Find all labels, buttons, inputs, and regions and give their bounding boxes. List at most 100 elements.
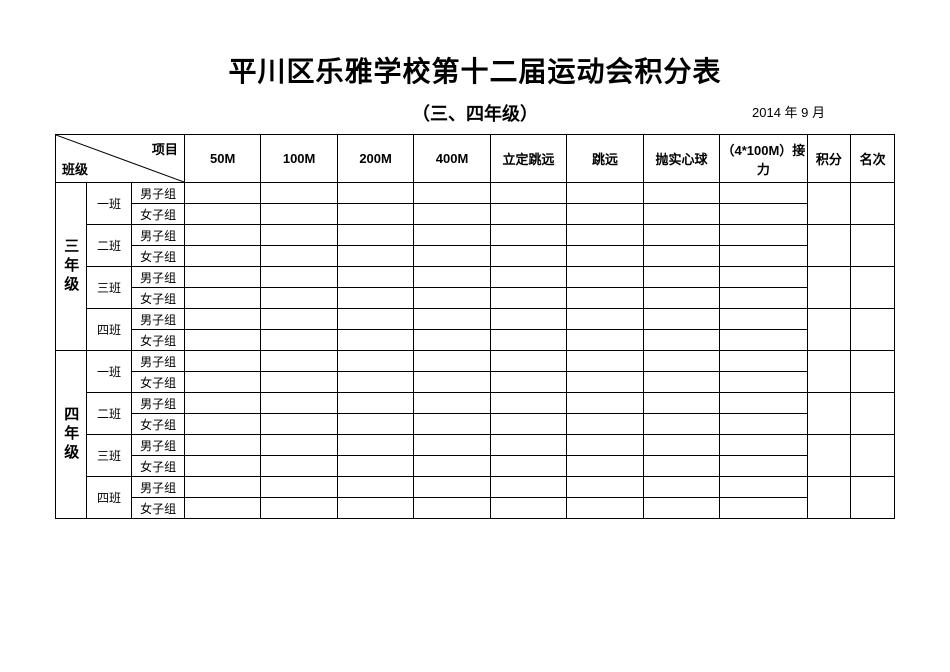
event-cell bbox=[643, 330, 719, 351]
event-cell bbox=[261, 456, 337, 477]
event-cell bbox=[490, 225, 566, 246]
table-row: 二班男子组 bbox=[56, 393, 895, 414]
event-cell bbox=[184, 393, 260, 414]
page-title: 平川区乐雅学校第十二届运动会积分表 bbox=[55, 50, 895, 90]
grade-cell: 三年级 bbox=[56, 183, 87, 351]
group-cell: 女子组 bbox=[132, 204, 184, 225]
event-cell bbox=[261, 330, 337, 351]
score-cell bbox=[807, 267, 851, 309]
event-cell bbox=[643, 414, 719, 435]
group-cell: 女子组 bbox=[132, 288, 184, 309]
event-cell bbox=[720, 246, 807, 267]
event-cell bbox=[643, 351, 719, 372]
event-cell bbox=[720, 435, 807, 456]
group-cell: 男子组 bbox=[132, 351, 184, 372]
event-cell bbox=[337, 246, 413, 267]
event-cell bbox=[643, 393, 719, 414]
event-cell bbox=[337, 372, 413, 393]
event-cell bbox=[337, 225, 413, 246]
event-cell bbox=[720, 267, 807, 288]
event-cell bbox=[414, 372, 490, 393]
event-cell bbox=[184, 183, 260, 204]
event-cell bbox=[337, 267, 413, 288]
event-cell bbox=[643, 309, 719, 330]
event-cell bbox=[720, 183, 807, 204]
event-cell bbox=[720, 477, 807, 498]
rank-cell bbox=[851, 267, 895, 309]
table-header-row: 项目 班级 50M 100M 200M 400M 立定跳远 跳远 抛实心球 （4… bbox=[56, 135, 895, 183]
event-cell bbox=[567, 225, 643, 246]
event-cell bbox=[337, 204, 413, 225]
rank-cell bbox=[851, 435, 895, 477]
event-cell bbox=[261, 183, 337, 204]
event-cell bbox=[720, 498, 807, 519]
event-cell bbox=[720, 204, 807, 225]
event-cell bbox=[414, 309, 490, 330]
class-cell: 一班 bbox=[86, 183, 132, 225]
event-cell bbox=[414, 246, 490, 267]
event-cell bbox=[414, 498, 490, 519]
table-row: 三年级一班男子组 bbox=[56, 183, 895, 204]
event-cell bbox=[643, 267, 719, 288]
event-cell bbox=[567, 435, 643, 456]
table-row: 女子组 bbox=[56, 288, 895, 309]
header-diag-top: 项目 bbox=[152, 139, 178, 158]
event-cell bbox=[643, 435, 719, 456]
event-cell bbox=[414, 288, 490, 309]
event-cell bbox=[261, 477, 337, 498]
event-cell bbox=[184, 309, 260, 330]
event-cell bbox=[414, 204, 490, 225]
score-cell bbox=[807, 393, 851, 435]
group-cell: 男子组 bbox=[132, 225, 184, 246]
event-cell bbox=[490, 477, 566, 498]
group-cell: 女子组 bbox=[132, 330, 184, 351]
event-cell bbox=[261, 288, 337, 309]
event-cell bbox=[337, 498, 413, 519]
event-cell bbox=[567, 246, 643, 267]
event-cell bbox=[567, 288, 643, 309]
event-cell bbox=[720, 393, 807, 414]
rank-cell bbox=[851, 183, 895, 225]
event-cell bbox=[184, 330, 260, 351]
event-cell bbox=[490, 204, 566, 225]
event-cell bbox=[261, 435, 337, 456]
group-cell: 女子组 bbox=[132, 246, 184, 267]
group-cell: 男子组 bbox=[132, 435, 184, 456]
event-cell bbox=[490, 498, 566, 519]
event-cell bbox=[261, 414, 337, 435]
header-event: 抛实心球 bbox=[643, 135, 719, 183]
rank-cell bbox=[851, 225, 895, 267]
class-cell: 二班 bbox=[86, 393, 132, 435]
header-event: 200M bbox=[337, 135, 413, 183]
event-cell bbox=[490, 414, 566, 435]
header-event: 跳远 bbox=[567, 135, 643, 183]
event-cell bbox=[414, 393, 490, 414]
table-row: 女子组 bbox=[56, 414, 895, 435]
page-subtitle: （三、四年级） bbox=[412, 104, 538, 124]
table-row: 三班男子组 bbox=[56, 435, 895, 456]
rank-cell bbox=[851, 351, 895, 393]
score-cell bbox=[807, 309, 851, 351]
event-cell bbox=[643, 246, 719, 267]
event-cell bbox=[490, 183, 566, 204]
table-row: 四年级一班男子组 bbox=[56, 351, 895, 372]
event-cell bbox=[720, 372, 807, 393]
event-cell bbox=[337, 309, 413, 330]
table-row: 四班男子组 bbox=[56, 309, 895, 330]
event-cell bbox=[414, 456, 490, 477]
event-cell bbox=[337, 351, 413, 372]
header-event: 400M bbox=[414, 135, 490, 183]
group-cell: 男子组 bbox=[132, 477, 184, 498]
event-cell bbox=[184, 267, 260, 288]
event-cell bbox=[414, 225, 490, 246]
event-cell bbox=[184, 477, 260, 498]
rank-cell bbox=[851, 309, 895, 351]
header-event: 立定跳远 bbox=[490, 135, 566, 183]
event-cell bbox=[184, 225, 260, 246]
page-date: 2014 年 9 月 bbox=[752, 102, 825, 121]
table-row: 女子组 bbox=[56, 498, 895, 519]
event-cell bbox=[261, 204, 337, 225]
class-cell: 一班 bbox=[86, 351, 132, 393]
event-cell bbox=[184, 498, 260, 519]
class-cell: 四班 bbox=[86, 309, 132, 351]
